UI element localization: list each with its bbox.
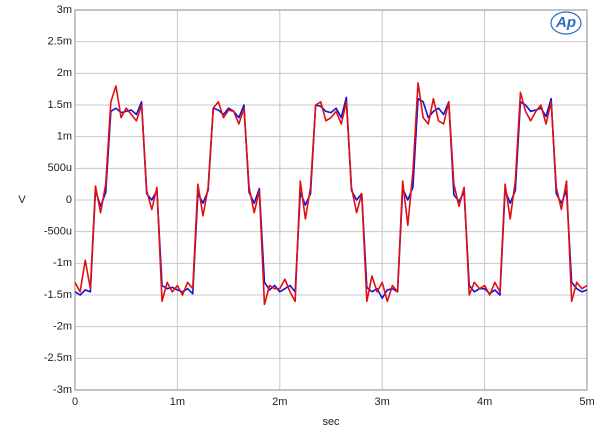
- y-tick-label: -1m: [53, 257, 72, 269]
- x-tick-label: 2m: [272, 396, 287, 408]
- y-tick-label: 500u: [48, 162, 72, 174]
- y-tick-label: -2.5m: [44, 352, 72, 364]
- y-tick-label: 2m: [57, 67, 72, 79]
- y-tick-label: -500u: [44, 226, 72, 238]
- y-axis-label: V: [18, 194, 26, 206]
- x-axis-label: sec: [322, 416, 340, 428]
- x-tick-label: 3m: [375, 396, 390, 408]
- series-line: [74, 82, 588, 306]
- y-tick-label: -2m: [53, 321, 72, 333]
- y-tick-label: 1m: [57, 131, 72, 143]
- x-tick-label: 1m: [170, 396, 185, 408]
- plot-frame: [74, 9, 588, 391]
- y-tick-label: 1.5m: [48, 99, 72, 111]
- logo-ring: [550, 11, 582, 35]
- y-tick-label: 0: [66, 194, 72, 206]
- y-tick-label: 3m: [57, 4, 72, 16]
- y-tick-label: -1.5m: [44, 289, 72, 301]
- logo: Ap: [555, 14, 576, 31]
- x-tick-label: 0: [72, 396, 78, 408]
- y-tick-label: -3m: [53, 384, 72, 396]
- x-tick-label: 4m: [477, 396, 492, 408]
- y-tick-label: 2.5m: [48, 36, 72, 48]
- x-tick-label: 5m: [579, 396, 594, 408]
